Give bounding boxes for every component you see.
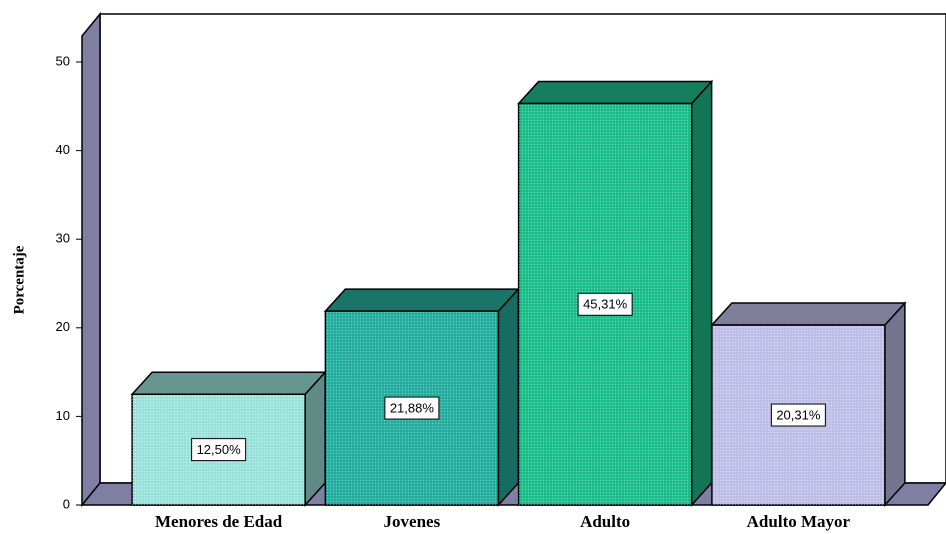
left-wall [81,11,101,508]
y-tick-label: 50 [56,53,70,68]
y-tick-label: 30 [56,231,70,246]
y-axis-title: Porcentaje [11,245,27,314]
value-label-box [384,396,440,420]
y-tick-label: 0 [63,496,70,511]
value-label: 45,31% [583,297,628,312]
y-tick-label: 20 [56,319,70,334]
bar-side [304,370,326,507]
x-tick-label: Adulto Mayor [747,512,851,531]
x-tick-label: Menores de Edad [155,512,283,531]
bar-top [130,371,327,395]
bar-side [884,301,906,507]
bar-side [497,287,520,507]
value-label-box [191,438,247,462]
value-label-box [577,292,633,316]
x-tick-label: Jovenes [384,512,441,531]
value-label: 20,31% [776,407,821,422]
value-label-box [770,403,826,427]
x-tick-label: Adulto [580,512,630,531]
value-label: 21,88% [390,401,435,416]
bar-side [690,79,713,507]
value-label: 12,50% [197,442,242,457]
bar-top [710,302,907,326]
y-tick-label: 40 [56,142,70,157]
y-tick-label: 10 [56,408,70,423]
bar-top [323,288,521,312]
bar-top [516,80,714,105]
